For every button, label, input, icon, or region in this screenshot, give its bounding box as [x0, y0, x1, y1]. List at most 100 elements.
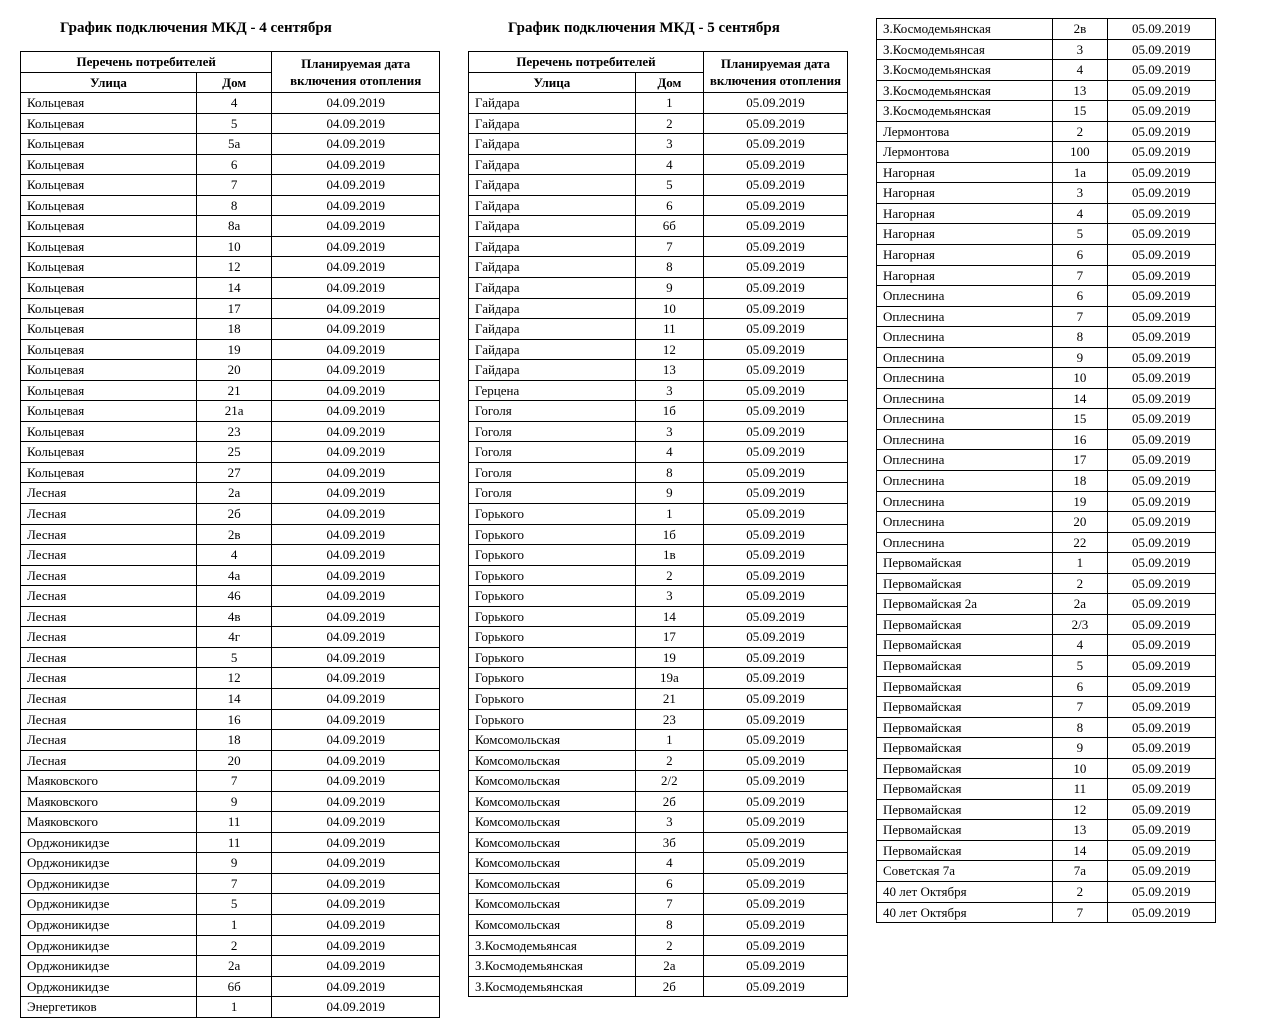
cell-street: Лесная	[21, 483, 197, 504]
cell-street: Горького	[469, 524, 636, 545]
cell-street: Герцена	[469, 380, 636, 401]
cell-date: 05.09.2019	[703, 216, 847, 237]
cell-street: Гайдара	[469, 360, 636, 381]
cell-date: 04.09.2019	[272, 278, 440, 299]
cell-house: 21а	[196, 401, 271, 422]
cell-street: Первомайская 2а	[877, 594, 1053, 615]
table-row: Оплеснина1905.09.2019	[877, 491, 1216, 512]
cell-date: 05.09.2019	[1107, 820, 1215, 841]
table-row: Первомайская2/305.09.2019	[877, 614, 1216, 635]
table-row: Орджоникидзе204.09.2019	[21, 935, 440, 956]
cell-date: 05.09.2019	[703, 257, 847, 278]
cell-date: 04.09.2019	[272, 997, 440, 1018]
cell-date: 05.09.2019	[1107, 224, 1215, 245]
cell-date: 05.09.2019	[1107, 512, 1215, 533]
cell-street: Лесная	[21, 545, 197, 566]
table-row: Оплеснина1605.09.2019	[877, 429, 1216, 450]
cell-house: 2/3	[1053, 614, 1107, 635]
table-row: Гайдара1305.09.2019	[469, 360, 848, 381]
cell-house: 4	[196, 545, 271, 566]
cell-street: Первомайская	[877, 676, 1053, 697]
cell-date: 05.09.2019	[703, 175, 847, 196]
cell-street: Горького	[469, 647, 636, 668]
cell-date: 05.09.2019	[703, 935, 847, 956]
column-2: График подключения МКД - 5 сентября Пере…	[468, 10, 848, 997]
cell-house: 19	[1053, 491, 1107, 512]
table-row: Оплеснина1705.09.2019	[877, 450, 1216, 471]
table-row: Гоголя805.09.2019	[469, 462, 848, 483]
cell-date: 05.09.2019	[703, 914, 847, 935]
table-row: Лесная2а04.09.2019	[21, 483, 440, 504]
cell-house: 9	[635, 278, 703, 299]
table-row: Кольцевая21а04.09.2019	[21, 401, 440, 422]
table-row: З.Космодемьянская1305.09.2019	[877, 80, 1216, 101]
cell-date: 04.09.2019	[272, 360, 440, 381]
cell-date: 05.09.2019	[1107, 101, 1215, 122]
cell-date: 05.09.2019	[1107, 697, 1215, 718]
cell-house: 10	[196, 236, 271, 257]
cell-date: 05.09.2019	[1107, 676, 1215, 697]
cell-street: Орджоникидзе	[21, 935, 197, 956]
cell-street: Лесная	[21, 586, 197, 607]
cell-house: 2б	[635, 791, 703, 812]
cell-house: 5	[1053, 655, 1107, 676]
cell-house: 15	[1053, 409, 1107, 430]
cell-date: 04.09.2019	[272, 154, 440, 175]
cell-house: 13	[1053, 820, 1107, 841]
cell-house: 7	[1053, 306, 1107, 327]
cell-date: 05.09.2019	[703, 278, 847, 299]
cell-street: Маяковского	[21, 771, 197, 792]
cell-street: Кольцевая	[21, 236, 197, 257]
table-row: Оплеснина1505.09.2019	[877, 409, 1216, 430]
cell-street: Лесная	[21, 565, 197, 586]
cell-house: 13	[1053, 80, 1107, 101]
cell-house: 7а	[1053, 861, 1107, 882]
cell-street: Гайдара	[469, 257, 636, 278]
cell-date: 04.09.2019	[272, 606, 440, 627]
table-row: Оплеснина605.09.2019	[877, 286, 1216, 307]
cell-street: Горького	[469, 668, 636, 689]
cell-street: Лесная	[21, 709, 197, 730]
cell-date: 05.09.2019	[1107, 532, 1215, 553]
cell-house: 1	[635, 504, 703, 525]
cell-date: 04.09.2019	[272, 216, 440, 237]
table-row: Лесная1604.09.2019	[21, 709, 440, 730]
cell-house: 3	[1053, 183, 1107, 204]
cell-house: 8а	[196, 216, 271, 237]
cell-date: 04.09.2019	[272, 134, 440, 155]
cell-house: 8	[635, 914, 703, 935]
table-row: Горького305.09.2019	[469, 586, 848, 607]
cell-date: 05.09.2019	[1107, 573, 1215, 594]
cell-street: Гайдара	[469, 154, 636, 175]
t1-header-house: Дом	[196, 72, 271, 93]
cell-street: Оплеснина	[877, 409, 1053, 430]
cell-street: Горького	[469, 688, 636, 709]
cell-street: Горького	[469, 606, 636, 627]
cell-house: 27	[196, 462, 271, 483]
cell-house: 20	[1053, 512, 1107, 533]
table-row: Горького1905.09.2019	[469, 647, 848, 668]
table-row: З.Космодемьянская405.09.2019	[877, 60, 1216, 81]
cell-street: Орджоникидзе	[21, 976, 197, 997]
cell-date: 05.09.2019	[703, 504, 847, 525]
table-row: Горького2105.09.2019	[469, 688, 848, 709]
cell-house: 10	[1053, 368, 1107, 389]
table-row: Гайдара105.09.2019	[469, 93, 848, 114]
cell-street: Первомайская	[877, 779, 1053, 800]
cell-date: 04.09.2019	[272, 401, 440, 422]
table-row: Герцена305.09.2019	[469, 380, 848, 401]
cell-street: Оплеснина	[877, 512, 1053, 533]
cell-date: 05.09.2019	[703, 873, 847, 894]
table-row: Оплеснина1405.09.2019	[877, 388, 1216, 409]
cell-street: Оплеснина	[877, 306, 1053, 327]
t2-header-street: Улица	[469, 72, 636, 93]
cell-house: 5	[635, 175, 703, 196]
cell-date: 04.09.2019	[272, 894, 440, 915]
cell-street: З.Космодемьянская	[469, 956, 636, 977]
cell-house: 4г	[196, 627, 271, 648]
table-row: З.Космодемьянская2в05.09.2019	[877, 19, 1216, 40]
cell-street: Горького	[469, 627, 636, 648]
table-row: Комсомольская2/205.09.2019	[469, 771, 848, 792]
cell-street: 40 лет Октября	[877, 881, 1053, 902]
table-row: Первомайская1305.09.2019	[877, 820, 1216, 841]
